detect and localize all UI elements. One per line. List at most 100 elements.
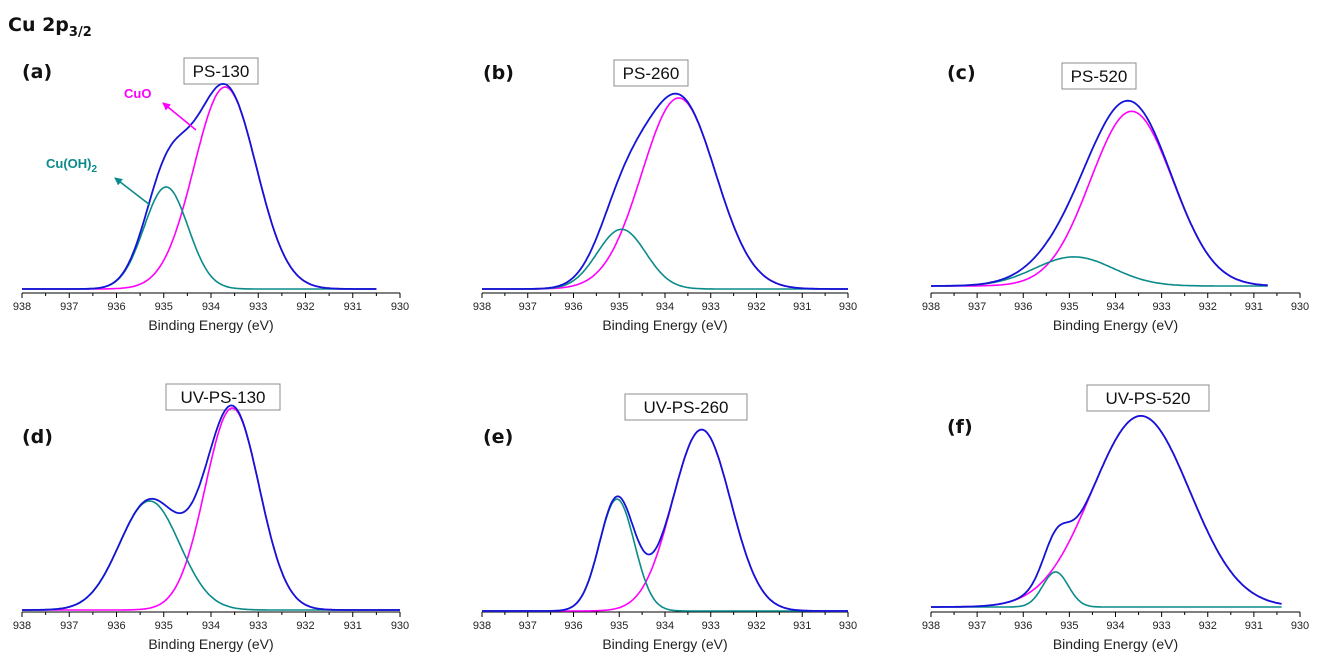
cuo-component-curve xyxy=(482,97,848,290)
x-tick-label: 934 xyxy=(1106,301,1124,313)
cuo-arrow xyxy=(162,102,197,131)
x-tick-label: 937 xyxy=(60,620,78,632)
panel-d: 938 937 936 935 934 933 932 931 930 Binding Energ… xyxy=(13,383,409,652)
x-tick-label: 937 xyxy=(60,301,78,313)
cuoh2-label: Cu(OH)2 xyxy=(46,156,98,175)
sample-name: PS-260 xyxy=(623,64,680,83)
x-tick-label: 935 xyxy=(610,620,628,632)
x-tick-label: 936 xyxy=(1014,301,1032,313)
x-axis-title: Binding Energy (eV) xyxy=(1053,636,1178,652)
cuoh2-component-curve xyxy=(482,498,848,612)
cuoh2-component-curve xyxy=(931,256,1268,287)
cuo-component-curve xyxy=(482,428,848,612)
annotation-layer: CuO Cu(OH)2 xyxy=(46,86,197,206)
sample-name-box xyxy=(624,393,748,421)
x-tick-label: 931 xyxy=(344,620,362,632)
x-tick-label: 938 xyxy=(473,620,491,632)
envelope-curve xyxy=(22,404,400,611)
x-tick-label: 932 xyxy=(747,301,765,313)
cuo-component-curve xyxy=(931,415,1282,608)
x-tick-label: 936 xyxy=(107,620,125,632)
x-tick-label: 932 xyxy=(296,301,314,313)
x-tick-label: 937 xyxy=(519,620,537,632)
cuoh2-component-curve xyxy=(22,186,377,290)
panel-label: (b) xyxy=(483,62,514,84)
x-tick-label: 934 xyxy=(656,620,674,632)
cuoh2-component-curve xyxy=(931,571,1282,608)
x-tick-label: 930 xyxy=(1291,301,1309,313)
sample-name: PS-130 xyxy=(193,62,250,81)
x-tick-label: 932 xyxy=(296,620,314,632)
x-tick-label: 935 xyxy=(155,620,173,632)
x-axis-title: Binding Energy (eV) xyxy=(602,317,727,333)
envelope-curve xyxy=(931,99,1268,287)
x-tick-label: 936 xyxy=(564,301,582,313)
x-tick-label: 931 xyxy=(1245,301,1263,313)
panel-f: 938 937 936 935 934 933 932 931 930 Binding Energ… xyxy=(922,384,1309,652)
x-axis-title: Binding Energy (eV) xyxy=(148,636,273,652)
x-tick-label: 933 xyxy=(702,620,720,632)
sample-name-box xyxy=(183,57,259,85)
x-tick-label: 930 xyxy=(391,620,409,632)
x-tick-label: 938 xyxy=(13,301,31,313)
envelope-curve xyxy=(931,415,1282,608)
cuo-component-curve xyxy=(931,110,1268,287)
x-axis-title: Binding Energy (eV) xyxy=(1053,317,1178,333)
x-tick-label: 930 xyxy=(839,301,857,313)
figure-title: Cu 2p3/2 xyxy=(8,14,92,40)
sample-name: UV-PS-130 xyxy=(180,388,265,407)
x-tick-label: 933 xyxy=(702,301,720,313)
panel-e: 938 937 936 935 934 933 932 931 930 Binding Energ… xyxy=(473,393,857,652)
x-tick-label: 937 xyxy=(519,301,537,313)
x-tick-label: 938 xyxy=(13,620,31,632)
x-tick-label: 936 xyxy=(107,301,125,313)
panel-a: 938 937 936 935 934 933 932 931 930 Binding Energ… xyxy=(13,57,409,333)
x-tick-label: 937 xyxy=(968,620,986,632)
sample-name-box xyxy=(1086,384,1210,412)
x-tick-label: 931 xyxy=(793,301,811,313)
cuo-label: CuO xyxy=(124,86,151,101)
envelope-curve xyxy=(482,428,848,612)
cuoh2-arrow xyxy=(114,177,151,206)
cuoh2-component-curve xyxy=(22,500,400,611)
panel-label: (e) xyxy=(483,426,513,448)
x-tick-label: 938 xyxy=(922,301,940,313)
panels: 938 937 936 935 934 933 932 931 930 Binding Energ… xyxy=(13,57,1309,652)
x-tick-label: 938 xyxy=(922,620,940,632)
x-axis-title: Binding Energy (eV) xyxy=(148,317,273,333)
x-tick-label: 930 xyxy=(1291,620,1309,632)
x-tick-label: 930 xyxy=(839,620,857,632)
cuoh2-label-sub: 2 xyxy=(92,164,98,175)
panel-label: (f) xyxy=(947,416,973,438)
cuoh2-component-curve xyxy=(482,228,848,290)
x-axis-title: Binding Energy (eV) xyxy=(602,636,727,652)
panel-label: (c) xyxy=(947,62,976,84)
x-tick-label: 932 xyxy=(747,620,765,632)
cuoh2-label-main: Cu(OH) xyxy=(46,156,92,171)
x-tick-label: 935 xyxy=(1060,620,1078,632)
x-tick-label: 931 xyxy=(1245,620,1263,632)
sample-name: UV-PS-520 xyxy=(1105,389,1190,408)
x-tick-label: 933 xyxy=(1152,620,1170,632)
sample-name: UV-PS-260 xyxy=(643,398,728,417)
sample-name-box xyxy=(1061,62,1137,90)
x-tick-label: 932 xyxy=(1199,301,1217,313)
panel-label: (d) xyxy=(22,426,53,448)
x-tick-label: 931 xyxy=(344,301,362,313)
cuo-component-curve xyxy=(22,86,377,290)
envelope-curve xyxy=(482,92,848,290)
sample-name: PS-520 xyxy=(1071,67,1128,86)
x-tick-label: 935 xyxy=(1060,301,1078,313)
x-tick-label: 932 xyxy=(1199,620,1217,632)
x-tick-label: 930 xyxy=(391,301,409,313)
sample-name-box xyxy=(613,59,689,87)
x-tick-label: 935 xyxy=(610,301,628,313)
figure-title-main: Cu 2p xyxy=(8,14,69,36)
figure-title-subscript: 3/2 xyxy=(68,25,92,40)
envelope-curve xyxy=(22,82,377,290)
x-tick-label: 936 xyxy=(564,620,582,632)
x-tick-label: 933 xyxy=(249,301,267,313)
x-tick-label: 938 xyxy=(473,301,491,313)
x-tick-label: 933 xyxy=(1152,301,1170,313)
